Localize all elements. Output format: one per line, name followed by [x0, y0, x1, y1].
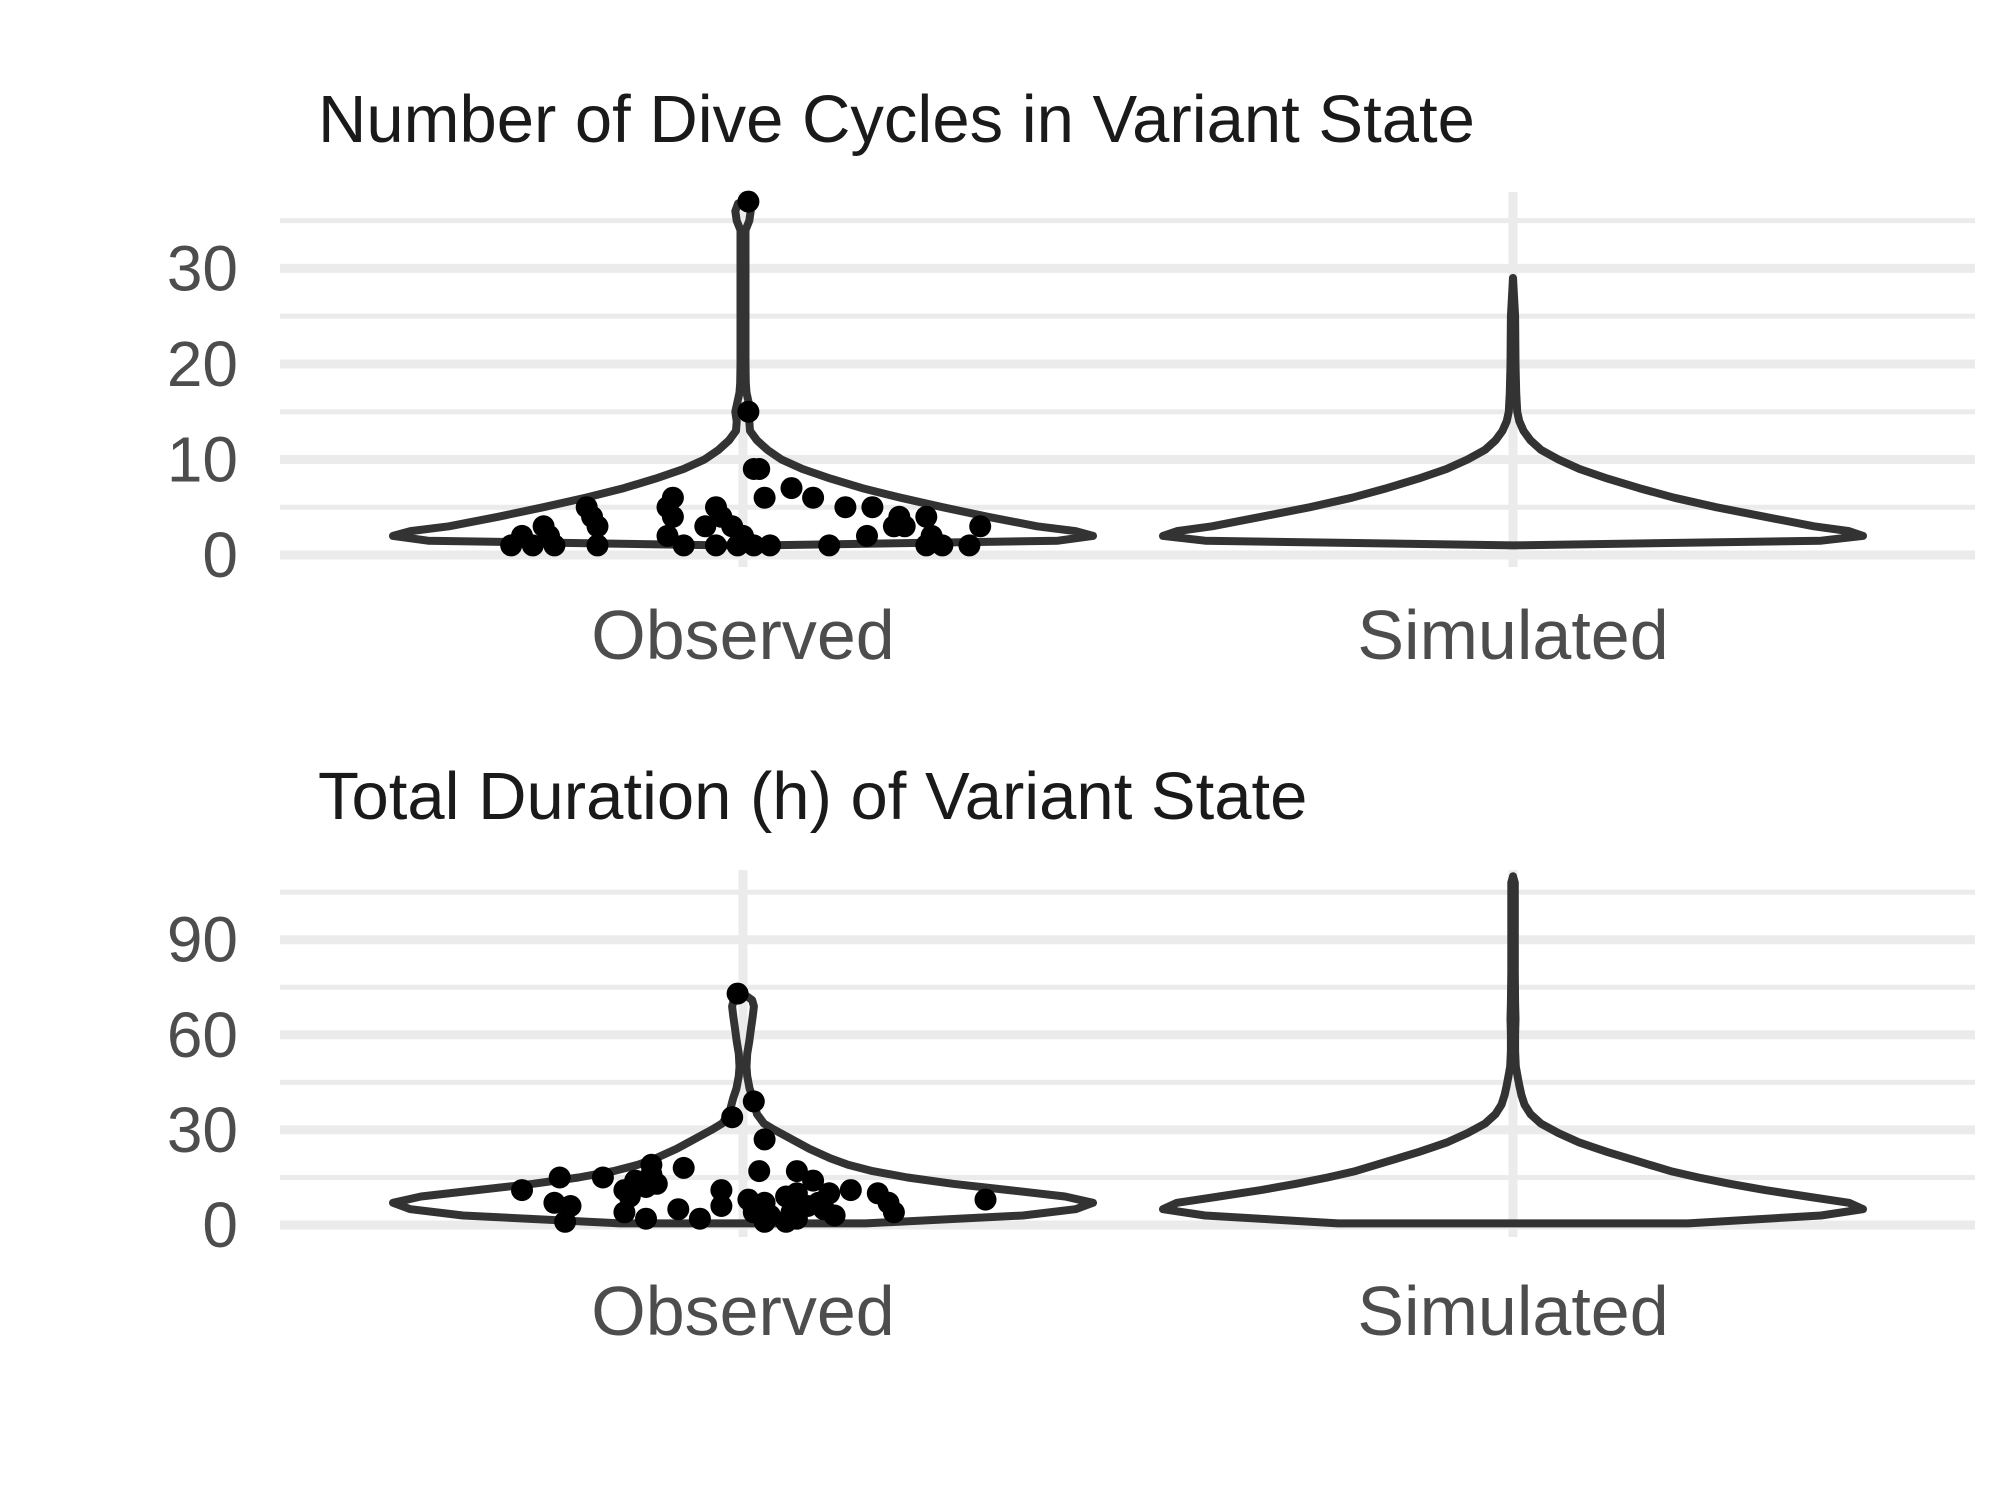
data-point [694, 515, 717, 538]
data-point [737, 190, 760, 213]
data-point [958, 534, 981, 557]
panel-dive-cycles: Number of Dive Cycles in Variant State 0… [167, 82, 1975, 674]
x-tick-observed: Observed [591, 596, 894, 674]
y-axis-ticks: 0 30 60 90 [167, 904, 238, 1261]
data-point [742, 1090, 765, 1113]
data-point [802, 1169, 825, 1192]
data-point [726, 982, 749, 1005]
data-point [818, 534, 841, 557]
y-axis-ticks: 0 10 20 30 [167, 232, 238, 591]
data-point [915, 505, 938, 528]
data-point [742, 534, 765, 557]
data-point [818, 1182, 841, 1205]
data-point [753, 1128, 776, 1151]
data-point [785, 1160, 808, 1183]
data-point [882, 1201, 905, 1224]
data-point [688, 1207, 711, 1230]
x-tick-observed: Observed [591, 1272, 894, 1350]
data-point [759, 534, 781, 557]
data-point [656, 524, 679, 547]
data-point [672, 534, 695, 557]
data-point [661, 505, 684, 528]
violin-simulated [1159, 274, 1867, 550]
data-point [931, 534, 954, 557]
data-point [635, 1207, 657, 1230]
data-point [710, 1179, 733, 1202]
data-point [710, 1195, 733, 1217]
y-tick-label: 10 [167, 423, 238, 495]
data-point [586, 534, 609, 557]
data-point [559, 1195, 582, 1217]
data-point [893, 515, 916, 538]
data-point [748, 1160, 771, 1183]
panel-total-duration: Total Duration (h) of Variant State 0 30 6… [167, 759, 1975, 1350]
violin-simulated [1159, 872, 1867, 1228]
x-tick-simulated: Simulated [1357, 1272, 1668, 1350]
y-tick-label: 60 [167, 999, 238, 1071]
data-point [672, 1156, 695, 1179]
data-point [586, 515, 609, 538]
grid-lines [280, 192, 1975, 567]
violins [389, 197, 1867, 550]
data-point [705, 534, 727, 557]
x-tick-simulated: Simulated [1357, 596, 1668, 674]
data-point [856, 524, 878, 547]
data-point [753, 486, 776, 509]
data-point [974, 1188, 997, 1211]
y-tick-label: 90 [167, 904, 238, 976]
data-point [548, 1166, 571, 1189]
data-point [645, 1172, 668, 1195]
data-point [721, 1106, 744, 1129]
data-point [861, 496, 884, 519]
y-tick-label: 0 [202, 519, 238, 591]
y-tick-label: 20 [167, 328, 238, 400]
data-point [969, 515, 992, 538]
panel-title: Number of Dive Cycles in Variant State [318, 82, 1475, 157]
y-tick-label: 0 [202, 1189, 238, 1261]
observed-points [500, 190, 992, 557]
panel-title: Total Duration (h) of Variant State [318, 759, 1307, 834]
data-point [802, 486, 825, 509]
data-point [591, 1166, 614, 1189]
data-point [839, 1179, 862, 1202]
violins [389, 872, 1867, 1228]
data-point [823, 1204, 846, 1227]
y-tick-label: 30 [167, 1094, 238, 1166]
data-point [667, 1198, 690, 1221]
observed-points [511, 982, 997, 1233]
data-point [748, 458, 771, 480]
data-point [737, 400, 760, 423]
y-tick-label: 30 [167, 232, 238, 304]
data-point [640, 1153, 663, 1176]
data-point [780, 477, 803, 500]
data-point [521, 534, 544, 557]
data-point [543, 534, 566, 557]
data-point [511, 1179, 533, 1202]
data-point [834, 496, 857, 519]
